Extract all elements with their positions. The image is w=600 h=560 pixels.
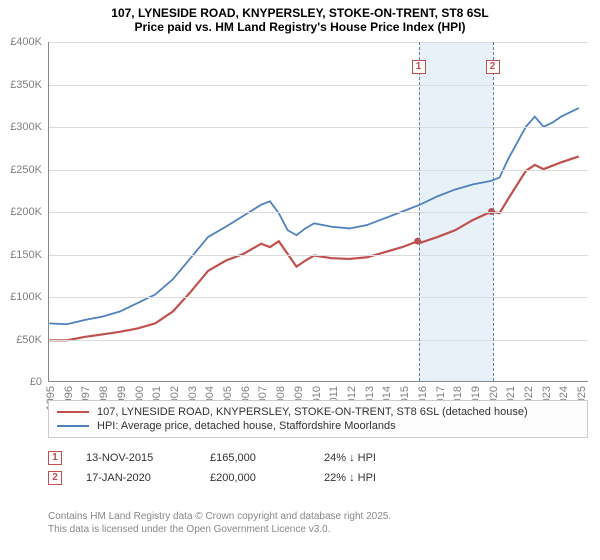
y-axis-label: £200K	[10, 206, 42, 218]
gridline-h	[49, 170, 588, 171]
gridline-h	[49, 255, 588, 256]
gridline-h	[49, 42, 588, 43]
gridline-h	[49, 85, 588, 86]
sale-marker-badge: 2	[486, 60, 500, 74]
legend-item-price-paid: 107, LYNESIDE ROAD, KNYPERSLEY, STOKE-ON…	[57, 405, 579, 419]
y-axis-label: £100K	[10, 291, 42, 303]
gridline-h	[49, 127, 588, 128]
sale-row-badge: 2	[48, 471, 62, 485]
chart-title-subtitle: Price paid vs. HM Land Registry's House …	[10, 20, 590, 34]
sale-row: 2 17-JAN-2020 £200,000 22% ↓ HPI	[48, 468, 588, 488]
y-axis-label: £350K	[10, 79, 42, 91]
legend-swatch-hpi	[57, 425, 89, 427]
gridline-h	[49, 297, 588, 298]
y-axis-label: £400K	[10, 36, 42, 48]
y-axis-label: £250K	[10, 164, 42, 176]
gridline-h	[49, 212, 588, 213]
y-axis-label: £50K	[16, 334, 42, 346]
footer-line1: Contains HM Land Registry data © Crown c…	[48, 510, 588, 523]
sale-row-delta: 24% ↓ HPI	[324, 452, 376, 464]
legend-label-price-paid: 107, LYNESIDE ROAD, KNYPERSLEY, STOKE-ON…	[97, 406, 528, 418]
sale-marker-guideline	[419, 42, 420, 381]
line-hpi	[49, 108, 579, 324]
sale-row-date: 17-JAN-2020	[86, 472, 186, 484]
legend: 107, LYNESIDE ROAD, KNYPERSLEY, STOKE-ON…	[48, 400, 588, 438]
footer-attribution: Contains HM Land Registry data © Crown c…	[48, 510, 588, 536]
sale-row-delta: 22% ↓ HPI	[324, 472, 376, 484]
chart-title-address: 107, LYNESIDE ROAD, KNYPERSLEY, STOKE-ON…	[10, 6, 590, 20]
sale-row: 1 13-NOV-2015 £165,000 24% ↓ HPI	[48, 448, 588, 468]
legend-swatch-price-paid	[57, 411, 89, 413]
legend-label-hpi: HPI: Average price, detached house, Staf…	[97, 420, 396, 432]
y-axis-label: £0	[30, 376, 42, 388]
sale-row-badge: 1	[48, 451, 62, 465]
sale-row-date: 13-NOV-2015	[86, 452, 186, 464]
footer-line2: This data is licensed under the Open Gov…	[48, 523, 588, 536]
chart-title-block: 107, LYNESIDE ROAD, KNYPERSLEY, STOKE-ON…	[0, 0, 600, 38]
chart-container: 107, LYNESIDE ROAD, KNYPERSLEY, STOKE-ON…	[0, 0, 600, 560]
y-axis-label: £300K	[10, 121, 42, 133]
line-price-paid	[49, 156, 579, 340]
sale-row-price: £200,000	[210, 472, 300, 484]
gridline-h	[49, 340, 588, 341]
y-axis-label: £150K	[10, 249, 42, 261]
sale-marker-badge: 1	[412, 60, 426, 74]
plot-area: £0£50K£100K£150K£200K£250K£300K£350K£400…	[48, 42, 588, 382]
sale-row-price: £165,000	[210, 452, 300, 464]
sale-marker-guideline	[493, 42, 494, 381]
sales-list: 1 13-NOV-2015 £165,000 24% ↓ HPI 2 17-JAN-202…	[48, 448, 588, 488]
legend-item-hpi: HPI: Average price, detached house, Staf…	[57, 419, 579, 433]
